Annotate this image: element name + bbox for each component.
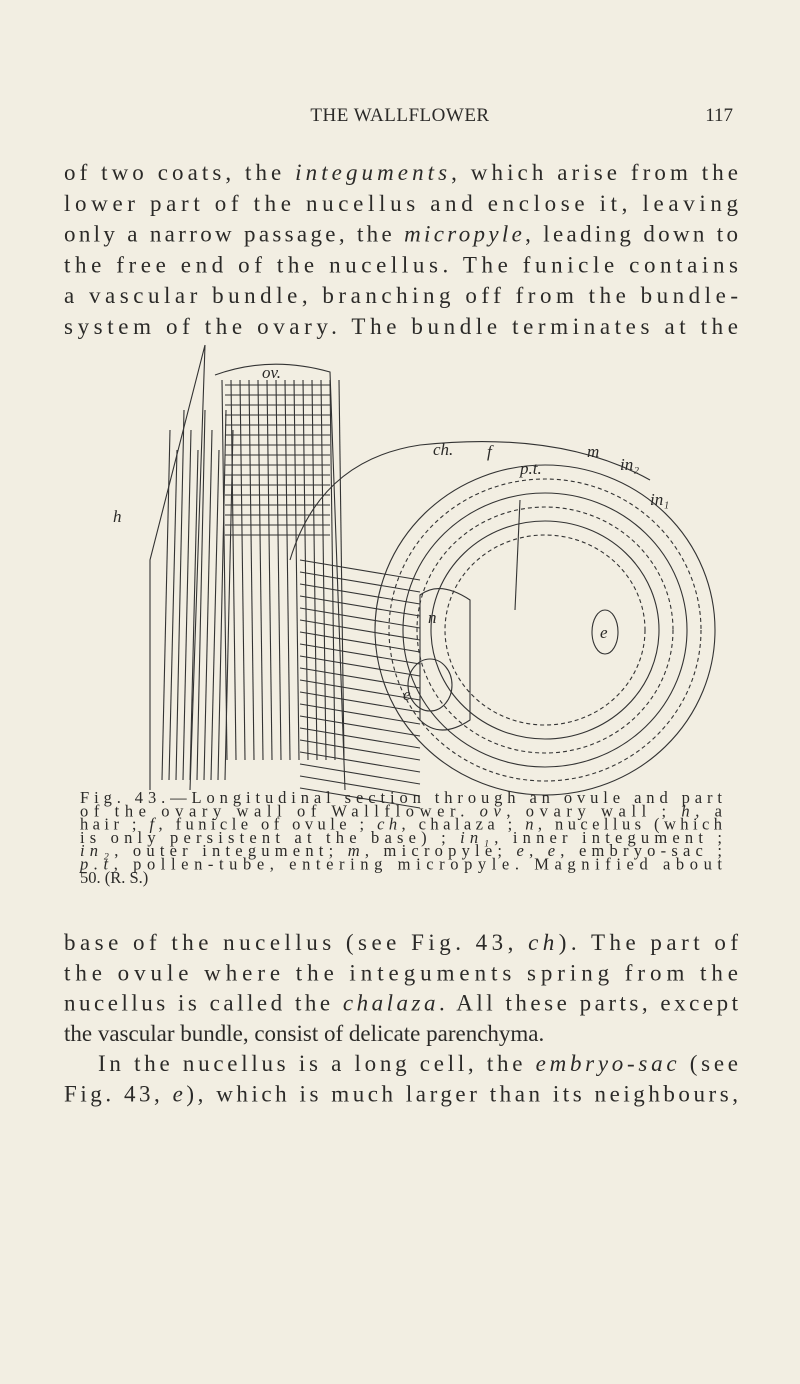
text-run: , micropyle;: [365, 841, 511, 860]
text-line: 50. (R. S.): [80, 868, 148, 887]
ovule-illustration: [149, 344, 716, 809]
text-run: , which arise from the: [451, 160, 738, 185]
text-run: of two coats, the: [64, 160, 291, 185]
text-run: nucellus is called the: [64, 991, 339, 1016]
text-run: (see: [680, 1051, 738, 1076]
text-run: ch: [528, 930, 554, 955]
text-run: micropyle: [404, 222, 522, 247]
text-run: , outer integument;: [114, 841, 342, 860]
text-run: a vascular bundle, branching off from th…: [64, 283, 738, 308]
figure-label: n: [428, 608, 437, 627]
figure-label: e: [600, 623, 608, 642]
figure-label: ov.: [262, 363, 281, 382]
text-run: h: [681, 801, 689, 820]
text-run: In the nucellus is a long cell, the: [98, 1051, 532, 1076]
text-run: n: [525, 815, 533, 834]
text-run: , leading down to: [525, 222, 738, 247]
text-run: the vascular bundle, consist of delicate…: [64, 1021, 544, 1046]
text-run: , inner integument ;: [494, 828, 722, 847]
text-run: embryo-sac: [536, 1051, 677, 1076]
figure-label: h: [113, 507, 122, 526]
text-line: a vascular bundle, branching off from th…: [64, 283, 738, 308]
text-run: is only persistent at the base) ;: [80, 828, 455, 847]
text-line: Fig. 43, e), which is much larger than i…: [64, 1082, 738, 1107]
text-run: lower part of the nucellus and enclose i…: [64, 191, 739, 216]
text-line: nucellus is called the chalaza. All thes…: [64, 991, 739, 1016]
text-line: the ovule where the integuments spring f…: [64, 960, 738, 985]
page-number: 117: [705, 105, 733, 126]
text-run: system of the ovary. The bundle terminat…: [64, 314, 738, 339]
text-run: e: [548, 841, 555, 860]
text-run: ). The part of: [559, 930, 739, 955]
figure-label: f: [487, 442, 494, 461]
text-line: only a narrow passage, the micropyle, le…: [64, 222, 738, 247]
text-line: base of the nucellus (see Fig. 43, ch). …: [64, 930, 738, 955]
figure-label: in₁: [650, 490, 669, 509]
text-run: ), which is much larger than its neighbo…: [186, 1082, 738, 1107]
figure-label: m: [587, 442, 599, 461]
text-run: e: [173, 1082, 183, 1107]
text-line: p.t, pollen-tube, entering micropyle. Ma…: [79, 855, 722, 874]
text-run: Fig. 43,: [64, 1082, 169, 1107]
text-run: integuments: [295, 160, 447, 185]
text-run: the free end of the nucellus. The funicl…: [64, 252, 738, 277]
text-run: of the ovary wall of Wallflower.: [80, 801, 474, 820]
text-run: only a narrow passage, the: [64, 222, 401, 247]
text-run: m: [348, 841, 360, 860]
figure-label: in₂: [620, 455, 639, 474]
text-run: base of the nucellus (see Fig. 43,: [64, 930, 524, 955]
figure-label: p.t.: [519, 459, 542, 478]
running-head: THE WALLFLOWER: [310, 105, 489, 126]
text-line: system of the ovary. The bundle terminat…: [64, 314, 738, 339]
text-run: f: [150, 815, 157, 834]
text-run: 50. (R. S.): [80, 868, 148, 887]
text-run: , funicle of ovule ;: [159, 815, 373, 834]
text-run: chalaza: [343, 991, 436, 1016]
figure-label: e: [403, 685, 411, 704]
text-run: . All these parts, except: [439, 991, 739, 1016]
text-line: of two coats, the integuments, which ari…: [64, 160, 738, 185]
text-line: In the nucellus is a long cell, the embr…: [98, 1051, 738, 1076]
text-line: lower part of the nucellus and enclose i…: [64, 191, 739, 216]
text-run: the ovule where the integuments spring f…: [64, 960, 738, 985]
text-line: the vascular bundle, consist of delicate…: [64, 1021, 544, 1046]
text-line: the free end of the nucellus. The funicl…: [64, 252, 738, 277]
figure-label: ch.: [433, 440, 453, 459]
text-run: e: [517, 841, 524, 860]
